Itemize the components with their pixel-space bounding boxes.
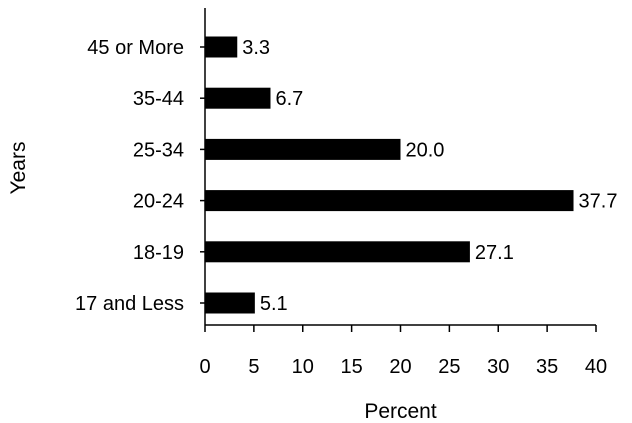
category-label: 18-19 [133, 242, 184, 264]
value-label: 5.1 [260, 293, 288, 315]
x-axis-title: Percent [364, 400, 437, 423]
bar-25-34 [205, 139, 401, 160]
category-label: 35-44 [133, 88, 184, 110]
value-label: 27.1 [475, 242, 514, 264]
x-tick-label: 35 [536, 356, 558, 378]
x-tick-label: 10 [292, 356, 314, 378]
value-label: 3.3 [242, 37, 270, 59]
y-axis-title: Years [7, 142, 30, 195]
bar-18-19 [205, 241, 470, 262]
category-label: 20-24 [133, 191, 184, 213]
category-label: 45 or More [87, 37, 184, 59]
x-tick-label: 20 [389, 356, 411, 378]
bar-35-44 [205, 88, 270, 109]
category-label: 17 and Less [75, 293, 184, 315]
x-tick-label: 25 [438, 356, 460, 378]
x-tick-label: 15 [341, 356, 363, 378]
x-tick-label: 0 [199, 356, 210, 378]
bars-group [205, 37, 574, 314]
value-labels-group: 5.1 27.1 37.7 20.0 6.7 3.3 [242, 37, 617, 315]
category-label: 25-34 [133, 139, 184, 161]
x-tick-label: 30 [487, 356, 509, 378]
value-label: 20.0 [406, 139, 445, 161]
category-labels-group: 17 and Less 18-19 20-24 25-34 35-44 45 or Mor… [75, 37, 184, 315]
bar-45-or-more [205, 37, 237, 58]
value-label: 6.7 [275, 88, 303, 110]
bar-17-and-less [205, 293, 255, 314]
x-tick-label: 5 [248, 356, 259, 378]
value-label: 37.7 [579, 191, 618, 213]
bar-20-24 [205, 190, 574, 211]
x-tick-label: 40 [585, 356, 607, 378]
